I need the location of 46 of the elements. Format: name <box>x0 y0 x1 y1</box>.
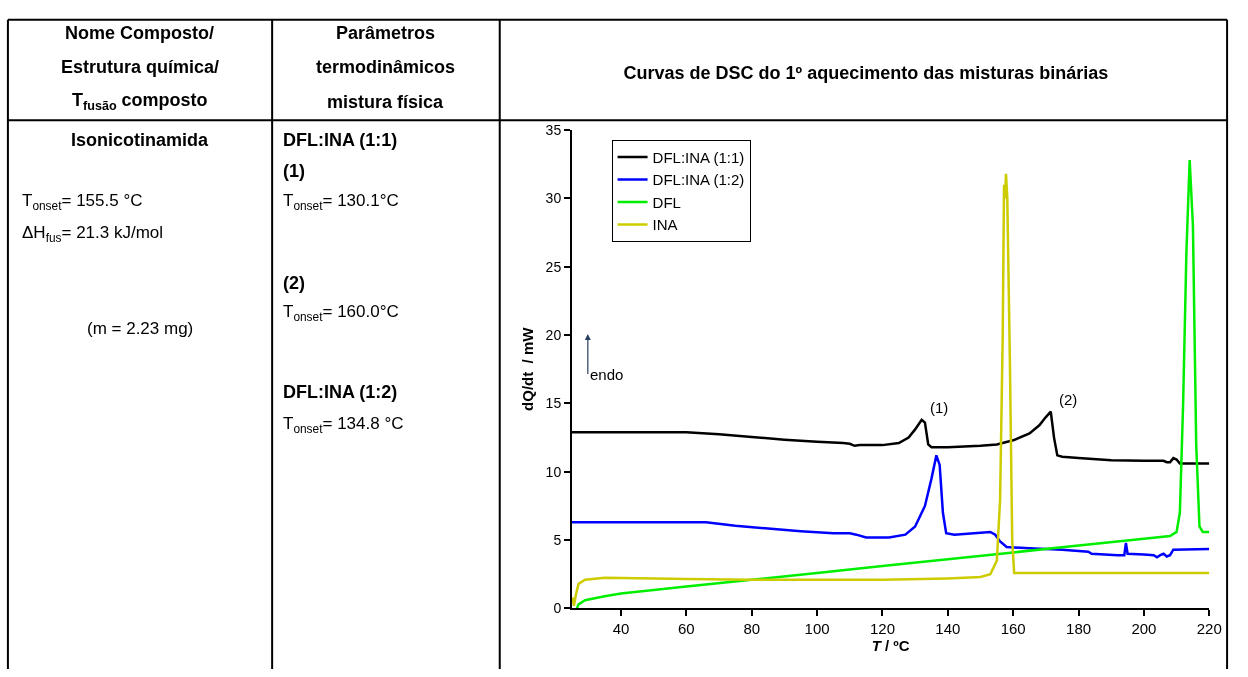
text: T$_{onset}$= 155.5 °C <box>22 191 143 213</box>
text: Isonicotinamida <box>71 130 210 150</box>
text: DFL:INA (1:2) <box>283 382 398 402</box>
y-tick-label: 15 <box>545 395 562 412</box>
x-tick-label: 160 <box>1000 620 1026 638</box>
chart-title: Curvas de DSC do 1º aquecimento das misturas binárias <box>623 62 1109 83</box>
y-tick-label: 10 <box>545 463 562 480</box>
y-tick-label: 0 <box>553 600 562 617</box>
text: (m = 2.23 mg) <box>87 319 194 338</box>
annotation: (1) <box>930 399 949 416</box>
x-tick-label: 40 <box>612 620 630 638</box>
legend-label: DFL:INA (1:1) <box>652 148 745 166</box>
text: termodinâmicos <box>316 57 456 77</box>
text: T$_{fusão}$ composto <box>72 90 208 113</box>
x-tick-label: 180 <box>1066 620 1092 638</box>
x-tick-label: 80 <box>743 620 761 638</box>
y-axis-title: dQ/dt / mW <box>519 326 537 411</box>
y-tick-label: 30 <box>545 190 562 207</box>
x-tick-label: 220 <box>1196 620 1222 638</box>
y-tick-label: 20 <box>545 326 562 343</box>
text: mistura física <box>327 92 445 112</box>
text: T$_{onset}$= 134.8 °C <box>283 414 404 436</box>
x-tick-label: 100 <box>804 620 830 638</box>
x-tick-label: 200 <box>1131 620 1157 638</box>
y-tick-label: 25 <box>545 258 562 275</box>
legend-label: INA <box>652 216 678 234</box>
text: Nome Composto/ <box>65 23 215 43</box>
x-tick-label: 120 <box>869 620 895 638</box>
x-tick-label: 140 <box>935 620 961 638</box>
x-axis-title: T / ºC <box>871 637 910 655</box>
text: ΔH$_{fus}$= 21.3 kJ/mol <box>22 223 164 245</box>
annotation: endo <box>590 366 624 383</box>
x-tick-label: 60 <box>678 620 695 638</box>
text: (1) <box>283 161 305 181</box>
text: T$_{onset}$= 130.1°C <box>283 191 399 213</box>
legend-label: DFL:INA (1:2) <box>652 171 745 189</box>
text: DFL:INA (1:1) <box>283 130 398 150</box>
y-tick-label: 35 <box>545 121 562 138</box>
text: Estrutura química/ <box>61 57 220 77</box>
line-series <box>571 454 1210 559</box>
annotation: (2) <box>1059 391 1078 408</box>
text: (2) <box>283 273 305 293</box>
text: T$_{onset}$= 160.0°C <box>283 302 399 324</box>
y-tick-label: 5 <box>553 532 562 549</box>
legend-label: DFL <box>652 193 681 211</box>
text: Parâmetros <box>336 23 436 43</box>
